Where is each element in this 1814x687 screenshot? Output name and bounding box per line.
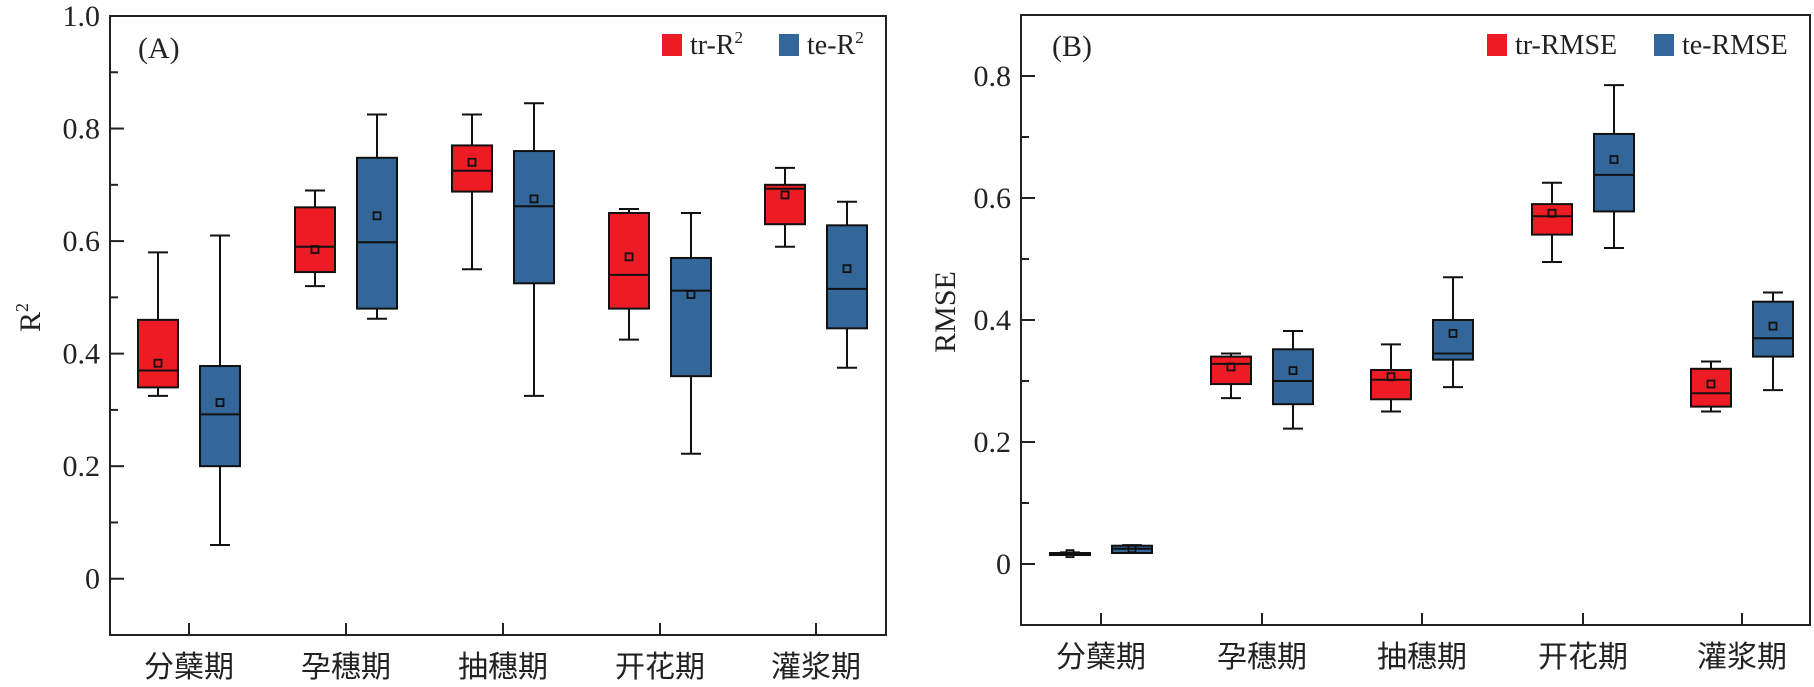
legend-swatch [1487,34,1507,56]
box-trrmse-5 [1690,360,1732,413]
box-iqr [451,144,493,193]
y-tick-label: 0 [85,563,100,596]
panel-label: (B) [1052,30,1092,63]
y-axis-title-superscript: 2 [12,303,32,312]
mean-marker [1288,366,1298,376]
box-iqr [1370,369,1412,401]
x-tick-label: 灌浆期 [1697,640,1787,675]
box-iqr [199,365,241,468]
y-axis-title: R2 [12,303,47,332]
mean-marker [624,252,634,262]
box-trr-2 [294,189,336,288]
mean-marker [1065,549,1075,559]
mean-marker [1386,372,1396,382]
x-tick-label: 孕穗期 [1217,640,1307,675]
legend-label-superscript: 2 [735,28,744,47]
legend-label: te-RMSE [1682,30,1788,61]
box-iqr [1531,203,1573,236]
legend-label-superscript: 2 [855,28,864,47]
box-trr-5 [764,166,806,248]
y-tick-label: 0.2 [974,426,1012,459]
mean-marker [372,211,382,221]
x-tick-label: 抽穗期 [1377,640,1467,675]
plot-frame [1020,14,1811,626]
box-termse-4 [1593,84,1635,250]
y-axis-title: RMSE [929,271,962,353]
mean-marker [1547,208,1557,218]
mean-marker [842,264,852,274]
mean-marker [215,398,225,407]
box-termse-5 [1752,291,1794,392]
legend-label: tr-RMSE [1515,30,1617,61]
mean-marker [467,157,477,167]
panel-a: 0 0.2 0.4 0.6 0.8 1.0 R2 (A) 分蘖期 孕穗期 抽穗期 开花期 灌浆期 tr-R… [12,0,887,685]
box-ter-5 [826,200,868,369]
box-termse-3 [1432,276,1474,389]
mean-marker [686,290,696,299]
panel-b: 0 0.2 0.4 0.6 0.8 RMSE (B) 分蘖期 孕穗期 抽穗期 开花期 灌浆期 tr-RM… [929,14,1811,675]
legend-swatch [662,34,682,56]
box-termse-2 [1272,329,1314,430]
y-tick-label: 0.8 [974,60,1012,93]
mean-marker [310,245,320,254]
legend-label: te-R2 [807,28,864,61]
box-iqr [1593,132,1635,213]
box-iqr [356,156,398,310]
box-ter-1 [199,234,241,546]
mean-marker [1768,321,1778,331]
y-tick-label: 0.2 [63,450,101,483]
y-tick-label: 0.4 [63,338,101,371]
box-ter-3 [513,102,555,397]
box-iqr [137,318,179,389]
y-tick-label: 0 [996,548,1011,581]
mean-marker [1127,544,1137,554]
box-trrmse-4 [1531,181,1573,264]
box-trrmse-3 [1370,343,1412,413]
y-tick-label: 0.6 [63,225,101,258]
x-tick-label: 分蘖期 [1056,640,1146,675]
mean-marker [780,190,790,200]
box-ter-4 [670,211,712,455]
box-trr-3 [451,113,493,271]
box-termse-1 [1111,544,1153,555]
x-tick-label: 开花期 [1538,640,1628,675]
box-trrmse-1 [1049,549,1091,559]
mean-marker [1609,155,1619,164]
legend-label: tr-R2 [690,28,743,61]
box-ter-2 [356,113,398,320]
plot-frame [109,15,887,636]
x-tick-label: 孕穗期 [301,650,391,685]
box-iqr [513,150,555,285]
box-iqr [826,224,868,330]
box-trr-1 [137,251,179,397]
y-tick-label: 0.4 [974,304,1012,337]
box-iqr [1272,348,1314,406]
box-iqr [670,256,712,378]
mean-marker [153,358,163,368]
mean-marker [1448,329,1458,338]
legend-swatch [779,34,799,56]
x-tick-label: 开花期 [615,650,705,685]
y-tick-label: 1.0 [63,0,101,33]
box-trr-4 [608,208,650,341]
mean-marker [1706,379,1716,389]
box-iqr [294,206,336,274]
box-trrmse-2 [1210,352,1252,400]
y-tick-label: 0.6 [974,182,1012,215]
mean-marker [1226,362,1236,372]
x-tick-label: 灌浆期 [771,650,861,685]
y-tick-label: 0.8 [63,113,101,146]
legend-swatch [1654,34,1674,56]
mean-marker [529,194,539,204]
panel-label: (A) [138,32,180,65]
x-tick-label: 分蘖期 [144,650,234,685]
x-tick-label: 抽穗期 [458,650,548,685]
